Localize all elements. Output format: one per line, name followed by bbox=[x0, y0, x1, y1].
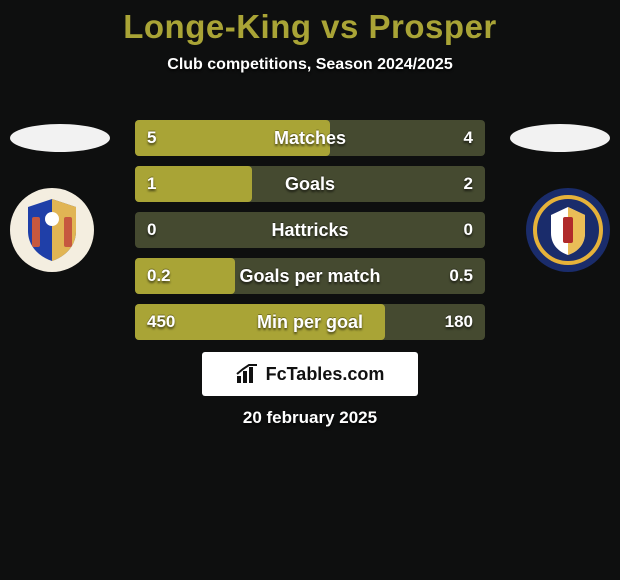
right-value: 0 bbox=[464, 212, 473, 248]
logo-text: FcTables.com bbox=[266, 364, 385, 385]
stat-bar: 0 Hattricks 0 bbox=[135, 212, 485, 248]
crest-icon bbox=[22, 197, 82, 263]
subtitle: Club competitions, Season 2024/2025 bbox=[0, 56, 620, 74]
bar-chart-icon bbox=[236, 364, 260, 384]
stat-bar: 1 Goals 2 bbox=[135, 166, 485, 202]
page-title: Longe-King vs Prosper bbox=[0, 0, 620, 46]
date-text: 20 february 2025 bbox=[0, 408, 620, 428]
right-value: 0.5 bbox=[449, 258, 473, 294]
row-gpm: 0.2 Goals per match 0.5 bbox=[0, 258, 620, 294]
right-value: 4 bbox=[464, 120, 473, 156]
right-ellipse bbox=[510, 124, 610, 152]
stat-bar: 450 Min per goal 180 bbox=[135, 304, 485, 340]
right-value: 2 bbox=[464, 166, 473, 202]
row-mpg: 450 Min per goal 180 bbox=[0, 304, 620, 340]
source-logo: FcTables.com bbox=[202, 352, 418, 396]
stat-label: Min per goal bbox=[135, 304, 485, 340]
stat-label: Matches bbox=[135, 120, 485, 156]
stat-label: Goals bbox=[135, 166, 485, 202]
left-ellipse bbox=[10, 124, 110, 152]
ellipse-shape bbox=[10, 124, 110, 152]
row-hattricks: 0 Hattricks 0 bbox=[0, 212, 620, 248]
right-value: 180 bbox=[445, 304, 473, 340]
stat-label: Goals per match bbox=[135, 258, 485, 294]
row-matches: 5 Matches 4 bbox=[0, 120, 620, 156]
ellipse-shape bbox=[510, 124, 610, 152]
crest-icon bbox=[533, 195, 603, 265]
stat-bar: 0.2 Goals per match 0.5 bbox=[135, 258, 485, 294]
stat-label: Hattricks bbox=[135, 212, 485, 248]
stat-bar: 5 Matches 4 bbox=[135, 120, 485, 156]
